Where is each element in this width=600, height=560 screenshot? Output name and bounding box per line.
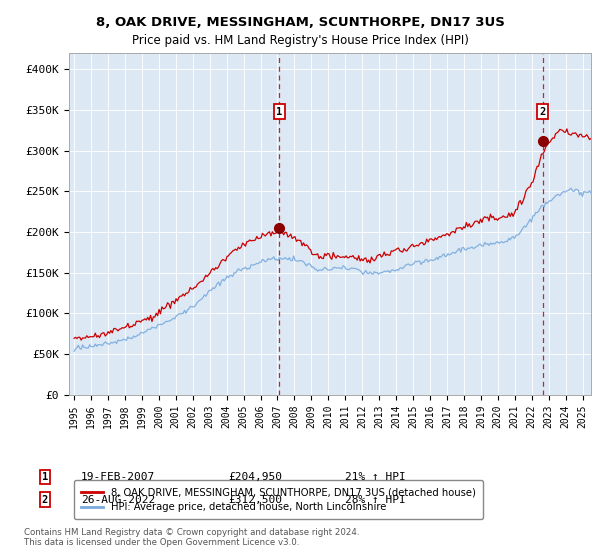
Legend: 8, OAK DRIVE, MESSINGHAM, SCUNTHORPE, DN17 3US (detached house), HPI: Average pr: 8, OAK DRIVE, MESSINGHAM, SCUNTHORPE, DN… bbox=[74, 480, 483, 519]
Text: 1: 1 bbox=[42, 472, 48, 482]
Text: 1: 1 bbox=[277, 107, 283, 117]
Text: Price paid vs. HM Land Registry's House Price Index (HPI): Price paid vs. HM Land Registry's House … bbox=[131, 34, 469, 46]
Text: 2: 2 bbox=[539, 107, 546, 117]
Text: 2: 2 bbox=[42, 494, 48, 505]
Text: 21% ↑ HPI: 21% ↑ HPI bbox=[345, 472, 406, 482]
Text: Contains HM Land Registry data © Crown copyright and database right 2024.
This d: Contains HM Land Registry data © Crown c… bbox=[24, 528, 359, 547]
Text: £312,500: £312,500 bbox=[228, 494, 282, 505]
Text: 28% ↑ HPI: 28% ↑ HPI bbox=[345, 494, 406, 505]
Text: 19-FEB-2007: 19-FEB-2007 bbox=[81, 472, 155, 482]
Text: 8, OAK DRIVE, MESSINGHAM, SCUNTHORPE, DN17 3US: 8, OAK DRIVE, MESSINGHAM, SCUNTHORPE, DN… bbox=[95, 16, 505, 29]
Text: £204,950: £204,950 bbox=[228, 472, 282, 482]
Text: 26-AUG-2022: 26-AUG-2022 bbox=[81, 494, 155, 505]
